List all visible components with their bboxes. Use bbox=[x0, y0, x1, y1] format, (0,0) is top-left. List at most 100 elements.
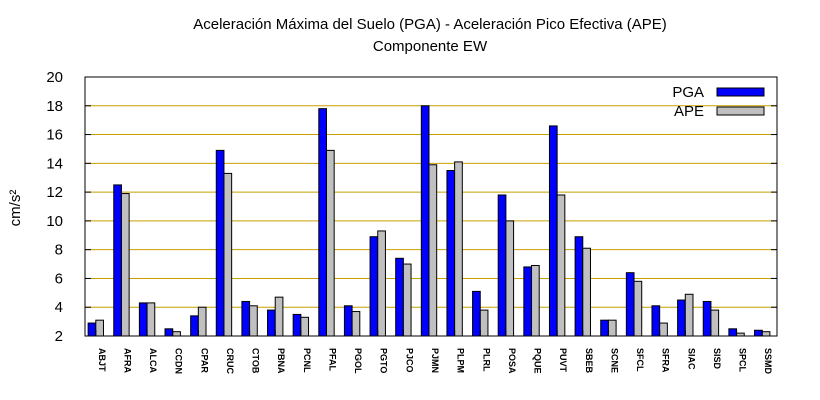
legend-label-pga: PGA bbox=[672, 84, 704, 101]
x-tick-label: POSA bbox=[507, 348, 517, 374]
bar-ape-sbeb bbox=[582, 247, 591, 337]
gridlines bbox=[85, 105, 777, 308]
x-tick-label: PLRL bbox=[481, 348, 491, 372]
x-tick-label: SBEB bbox=[584, 348, 594, 374]
bar-pga-ccdn bbox=[164, 328, 174, 337]
bar-pga-sfra bbox=[651, 305, 661, 337]
bar-ape-ctob bbox=[249, 305, 258, 337]
bar-ape-pbna bbox=[274, 296, 284, 337]
chart-title: Aceleración Máxima del Suelo (PGA) - Ace… bbox=[193, 16, 667, 33]
x-tick-label: ABJT bbox=[97, 348, 107, 372]
bar-pga-pcnl bbox=[292, 313, 302, 337]
x-tick-labels: ABJT AFRA ALCA CCDN CPAR CRUC CTOB PBNA PCNL PFAL… bbox=[95, 330, 773, 375]
x-tick-label: SCNE bbox=[609, 348, 619, 373]
x-tick-label: CPAR bbox=[199, 348, 209, 373]
bar-pga-pgol bbox=[343, 305, 353, 337]
y-tick-label: 2 bbox=[55, 328, 63, 345]
x-tick-label: SIAC bbox=[686, 348, 696, 370]
bar-ape-cpar bbox=[197, 306, 207, 337]
bar-ape-pgol bbox=[351, 311, 361, 337]
bar-ape-scne bbox=[607, 319, 617, 337]
x-tick-label: PFAL bbox=[327, 348, 337, 372]
bar-pga-plrl bbox=[472, 290, 481, 337]
bar-pga-sbeb bbox=[574, 236, 584, 337]
y-tick-label: 4 bbox=[55, 299, 63, 316]
bar-pga-cruc bbox=[215, 149, 225, 337]
bar-pga-spcl bbox=[728, 328, 738, 337]
x-tick-label: SFRA bbox=[661, 348, 671, 373]
bar-pga-abjt bbox=[87, 322, 97, 337]
bar-pga-pbna bbox=[267, 309, 276, 337]
legend-swatch-pga bbox=[716, 87, 765, 97]
x-tick-label: CTOB bbox=[251, 348, 261, 374]
bar-ape-abjt bbox=[95, 319, 105, 337]
y-tick-label: 6 bbox=[55, 270, 63, 287]
legend-swatch-ape bbox=[716, 106, 765, 116]
x-tick-label: PGTO bbox=[379, 348, 389, 373]
y-tick-label: 14 bbox=[46, 155, 63, 172]
x-tick-label: PCNL bbox=[302, 348, 312, 373]
bar-ape-sfra bbox=[659, 322, 668, 337]
y-tick-label: 8 bbox=[55, 242, 63, 259]
bar-ape-pgto bbox=[377, 230, 386, 337]
bar-ape-pfal bbox=[325, 149, 335, 337]
x-tick-label: AFRA bbox=[122, 348, 132, 373]
x-tick-label: PJCO bbox=[404, 348, 414, 373]
y-tick-label: 20 bbox=[46, 69, 63, 86]
x-tick-label: PQUE bbox=[533, 348, 543, 374]
bar-pga-pjmn bbox=[420, 105, 430, 337]
bar-pga-pque bbox=[523, 266, 533, 337]
bar-pga-pfal bbox=[318, 108, 327, 337]
bar-ape-cruc bbox=[223, 172, 233, 337]
y-tick-label: 12 bbox=[46, 184, 63, 201]
bar-pga-ssmd bbox=[753, 329, 763, 337]
bar-pga-puvt bbox=[548, 125, 558, 337]
x-tick-label: ALCA bbox=[148, 348, 158, 373]
x-tick-label: PUVT bbox=[558, 348, 568, 373]
bar-ape-ccdn bbox=[172, 331, 181, 337]
bar-pga-cpar bbox=[190, 315, 199, 337]
x-tick-label: PBNA bbox=[276, 348, 286, 374]
bar-pga-pgto bbox=[369, 236, 379, 337]
bar-pga-plpm bbox=[446, 170, 456, 337]
bar-pga-pjco bbox=[395, 257, 404, 337]
bar-pga-sisd bbox=[702, 300, 712, 337]
x-tick-label: CCDN bbox=[174, 348, 184, 374]
bar-ape-pjmn bbox=[428, 164, 438, 337]
y-axis-label: cm/s² bbox=[7, 190, 24, 227]
bar-pga-afra bbox=[113, 184, 122, 337]
bar-ape-pque bbox=[531, 264, 540, 337]
bar-ape-siac bbox=[684, 293, 694, 337]
bar-pga-posa bbox=[497, 194, 507, 337]
x-tick-label: PGOL bbox=[353, 348, 363, 374]
y-tick-label: 18 bbox=[46, 98, 63, 115]
bar-pga-alca bbox=[138, 302, 148, 337]
y-ticks: 2 4 6 8 10 12 14 16 18 20 bbox=[46, 69, 777, 345]
x-tick-label: PJMN bbox=[430, 348, 440, 373]
bar-ape-pjco bbox=[402, 263, 412, 337]
bar-ape-alca bbox=[146, 302, 156, 337]
bar-pga-scne bbox=[600, 319, 609, 337]
bar-ape-pcnl bbox=[300, 316, 310, 337]
bar-ape-afra bbox=[120, 193, 130, 337]
x-tick-label: SSMD bbox=[763, 348, 773, 375]
bar-pga-siac bbox=[677, 299, 686, 337]
bar-ape-puvt bbox=[556, 194, 566, 337]
x-tick-label: CRUC bbox=[225, 348, 235, 374]
x-tick-label: SISD bbox=[712, 348, 722, 370]
bar-ape-plrl bbox=[479, 309, 489, 337]
y-tick-label: 16 bbox=[46, 127, 63, 144]
legend: PGA APE bbox=[672, 84, 765, 120]
x-tick-label: SFCL bbox=[635, 348, 645, 372]
bar-ape-ssmd bbox=[761, 331, 771, 337]
bar-ape-sfcl bbox=[633, 280, 643, 337]
plot-frame bbox=[84, 76, 778, 337]
bar-pga-ctob bbox=[241, 300, 251, 337]
legend-label-ape: APE bbox=[674, 103, 704, 120]
x-tick-label: SPCL bbox=[738, 348, 748, 373]
y-tick-label: 10 bbox=[46, 213, 63, 230]
bar-pga-sfcl bbox=[625, 272, 635, 337]
chart-subtitle: Componente EW bbox=[372, 38, 488, 55]
bar-ape-sisd bbox=[710, 309, 720, 337]
